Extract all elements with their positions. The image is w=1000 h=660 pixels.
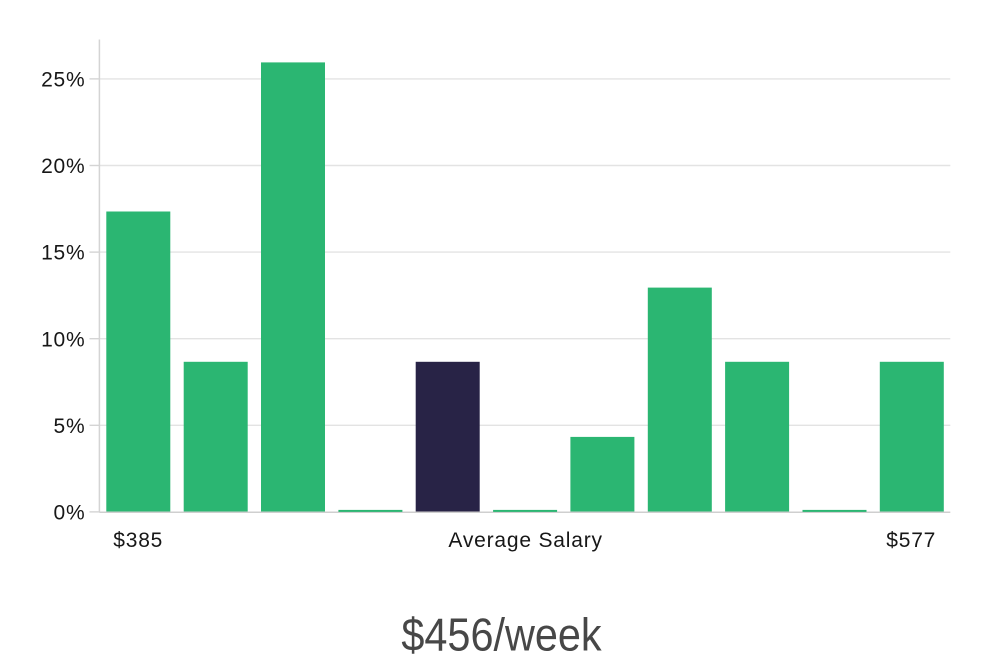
svg-text:20%: 20% [41,155,85,178]
svg-text:5%: 5% [54,415,86,438]
svg-text:$577: $577 [886,529,936,552]
svg-text:$456/week: $456/week [401,610,601,660]
svg-text:10%: 10% [41,328,85,351]
svg-text:0%: 0% [54,502,86,525]
svg-text:$385: $385 [113,529,163,552]
svg-text:15%: 15% [41,242,85,265]
svg-text:Average Salary: Average Salary [448,529,602,552]
svg-text:25%: 25% [41,69,85,92]
